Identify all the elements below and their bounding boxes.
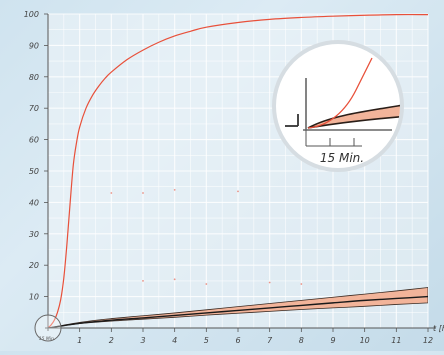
x-axis-label: t [h] [433, 324, 444, 333]
artifact-dot [142, 192, 144, 194]
y-tick-label: 60 [29, 136, 39, 145]
inset-red-curve [307, 57, 373, 129]
y-tick-label: 90 [29, 41, 39, 50]
y-tick-label: 30 [29, 230, 39, 239]
x-tick-label: 2 [109, 336, 114, 345]
x-tick-label: 12 [423, 336, 433, 345]
x-tick-label: 10 [360, 336, 370, 345]
origin-zoom-circle [34, 314, 62, 342]
y-tick-label: 50 [29, 167, 39, 176]
artifact-dot [173, 278, 176, 281]
origin-zoom-label: 15 Min. [39, 336, 56, 342]
artifact-dot [205, 283, 208, 285]
artifact-dot [173, 188, 176, 191]
y-tick-label: 40 [29, 198, 39, 207]
series-line-1 [48, 295, 428, 328]
inset-content [307, 57, 400, 129]
artifact-dot [300, 283, 303, 285]
y-tick-label: 100 [24, 10, 39, 19]
x-tick-label: 7 [267, 336, 273, 345]
x-tick-label: 4 [172, 336, 177, 345]
y-tick-label: 10 [29, 293, 39, 302]
artifact-dot [268, 281, 271, 284]
series-line-0 [48, 14, 428, 328]
y-tick-label: 20 [29, 261, 39, 270]
artifact-dot [237, 190, 239, 193]
artifact-dot [110, 192, 113, 194]
x-tick-label: 6 [235, 336, 240, 345]
inset-label: 15 Min. [320, 151, 364, 165]
artifact-dot [142, 280, 144, 282]
inset-circle [277, 45, 399, 167]
x-tick-label: 9 [330, 336, 335, 345]
y-tick-label: 70 [29, 104, 39, 113]
x-tick-label: 11 [391, 336, 401, 345]
x-tick-label: 3 [140, 336, 145, 345]
x-tick-label: 5 [204, 336, 209, 345]
x-tick-label: 1 [77, 336, 82, 345]
x-tick-label: 8 [299, 336, 304, 345]
inset-band [307, 103, 400, 129]
y-tick-label: 80 [29, 73, 39, 82]
